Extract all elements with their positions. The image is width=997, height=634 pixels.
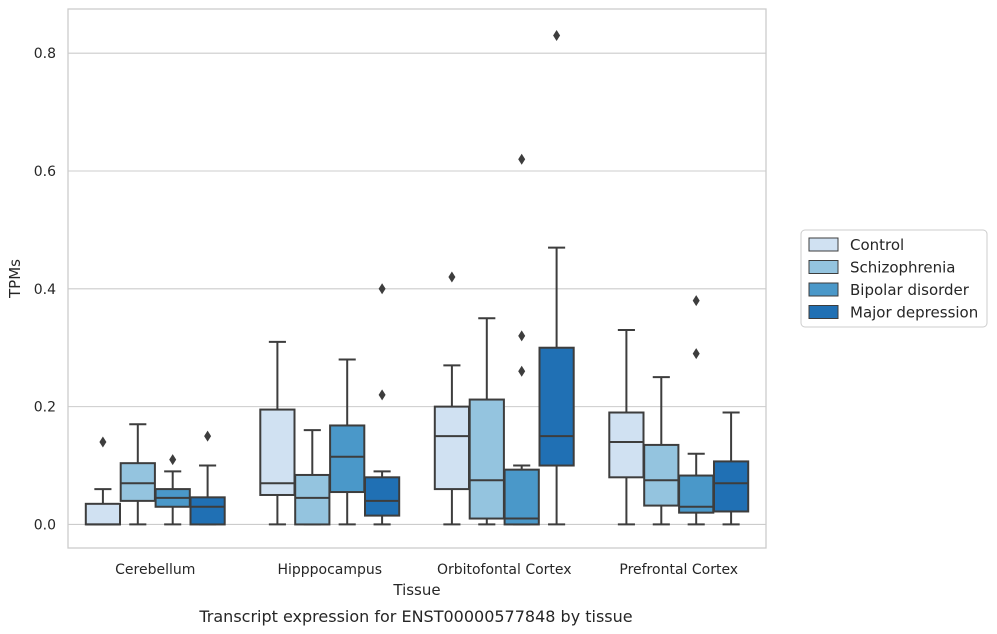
outlier-point — [518, 330, 526, 342]
box-plot-marks — [84, 30, 750, 526]
y-tick-label: 0.2 — [34, 400, 56, 416]
legend-label: Bipolar disorder — [850, 281, 970, 299]
outlier-point — [518, 153, 526, 165]
y-tick-labels: 0.0 0.2 0.4 0.6 0.8 — [34, 46, 56, 533]
box-body — [294, 473, 331, 526]
box-body — [119, 462, 156, 502]
outlier-point — [169, 454, 177, 466]
box-1-3 — [363, 283, 401, 526]
x-tick-label: Prefrontal Cortex — [619, 562, 738, 578]
plot-area-frame — [67, 8, 767, 549]
outlier-point — [99, 436, 107, 448]
outlier-point — [553, 30, 561, 42]
box-1-0 — [259, 340, 296, 526]
box-body — [712, 460, 750, 513]
outlier-point — [378, 283, 386, 295]
outlier-point — [378, 389, 386, 401]
box-body — [189, 496, 226, 526]
legend-label: Control — [850, 236, 904, 254]
box-2-1 — [468, 317, 505, 526]
box-body — [363, 476, 401, 517]
x-tick-label: Hipppocampus — [277, 562, 382, 578]
legend-swatch — [808, 282, 839, 297]
box-body — [433, 405, 471, 491]
box-1-1 — [294, 429, 331, 526]
box-0-3 — [189, 430, 226, 526]
x-tick-labels: Cerebellum Hipppocampus Orbitofontal Corte… — [115, 562, 738, 578]
outlier-point — [204, 430, 212, 442]
box-1-2 — [329, 358, 366, 526]
y-tick-label: 0.0 — [34, 517, 56, 533]
y-axis-label: TPMs — [6, 259, 24, 299]
box-body — [608, 411, 645, 479]
box-3-0 — [608, 329, 645, 526]
legend-frame — [800, 229, 988, 328]
box-3-1 — [643, 376, 680, 526]
legend-label: Major depression — [850, 304, 978, 322]
box-0-1 — [119, 423, 156, 526]
y-gridlines — [68, 52, 766, 525]
x-tick-label: Cerebellum — [115, 562, 195, 578]
y-tick-label: 0.6 — [34, 164, 56, 180]
box-0-0 — [84, 436, 122, 526]
legend-label: Schizophrenia — [850, 259, 955, 277]
box-body — [259, 408, 296, 496]
legend-swatch — [808, 260, 839, 274]
legend-swatch — [808, 305, 839, 319]
box-body — [503, 468, 540, 526]
outlier-point — [692, 295, 700, 307]
x-tick-label: Orbitofontal Cortex — [437, 562, 572, 578]
box-body — [643, 443, 680, 507]
x-axis-label: Tissue — [392, 581, 440, 599]
box-body — [468, 398, 505, 520]
y-tick-label: 0.8 — [34, 46, 56, 62]
box-body — [538, 346, 575, 467]
box-2-2 — [503, 153, 540, 526]
box-body — [329, 424, 366, 494]
chart-caption: Transcript expression for ENST0000057784… — [198, 607, 632, 626]
y-tick-label: 0.4 — [34, 282, 56, 298]
outlier-point — [518, 365, 526, 377]
legend-swatch — [808, 237, 839, 252]
box-3-3 — [712, 411, 750, 526]
legend: Control Schizophrenia Bipolar disorder Majo… — [800, 229, 988, 328]
outlier-point — [448, 271, 456, 283]
outlier-point — [692, 348, 700, 360]
box-body — [84, 502, 122, 526]
box-2-3 — [538, 30, 575, 526]
